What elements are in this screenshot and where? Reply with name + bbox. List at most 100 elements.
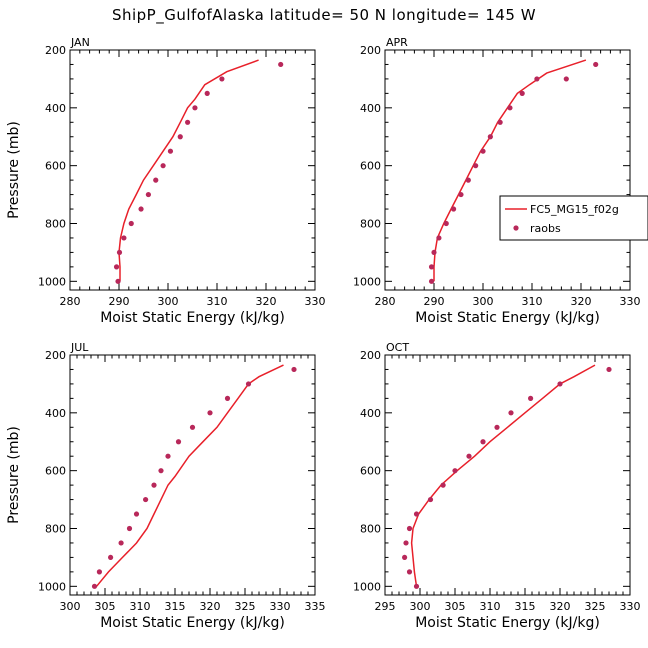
x-tick-label: 300 <box>410 600 431 613</box>
obs-point <box>487 134 493 140</box>
x-tick-label: 315 <box>515 600 536 613</box>
y-tick-label: 1000 <box>38 580 66 593</box>
x-tick-label: 335 <box>305 600 326 613</box>
obs-point <box>118 540 124 546</box>
x-tick-label: 325 <box>235 600 256 613</box>
y-tick-label: 600 <box>360 465 381 478</box>
obs-point <box>606 366 612 373</box>
y-tick-label: 600 <box>360 160 381 173</box>
obs-point <box>458 191 464 198</box>
obs-point <box>480 439 486 445</box>
obs-point <box>413 583 420 589</box>
panel-label: APR <box>386 36 408 49</box>
x-tick-label: 330 <box>270 600 291 613</box>
x-tick-label: 305 <box>95 600 116 613</box>
obs-point <box>108 554 114 561</box>
y-tick-label: 200 <box>45 349 66 362</box>
obs-point <box>189 424 196 430</box>
x-tick-label: 310 <box>207 295 228 308</box>
obs-point <box>465 177 471 183</box>
obs-point <box>451 206 457 212</box>
obs-point <box>593 61 599 68</box>
obs-point <box>278 61 284 68</box>
x-tick-label: 300 <box>158 295 179 308</box>
x-tick-label: 300 <box>473 295 494 308</box>
obs-point <box>452 468 458 474</box>
obs-point <box>175 439 182 445</box>
obs-point <box>133 511 140 517</box>
y-tick-label: 200 <box>360 44 381 57</box>
panel-label: OCT <box>386 341 409 354</box>
legend-model-label: FC5_MG15_f02g <box>530 203 619 216</box>
obs-point <box>473 163 479 169</box>
x-tick-label: 280 <box>375 295 396 308</box>
obs-point <box>557 381 563 387</box>
plot-frame <box>384 49 631 291</box>
obs-point <box>428 264 435 270</box>
obs-point <box>158 468 164 474</box>
obs-point <box>440 482 446 488</box>
model-line <box>118 59 259 282</box>
x-tick-label: 320 <box>200 600 221 613</box>
x-axis-label: Moist Static Energy (kJ/kg) <box>415 615 600 631</box>
model-line <box>410 364 596 587</box>
x-tick-label: 300 <box>60 600 81 613</box>
obs-point <box>167 148 174 154</box>
obs-point <box>436 235 442 241</box>
obs-point <box>406 525 413 532</box>
y-tick-label: 400 <box>45 407 66 420</box>
y-tick-label: 800 <box>45 522 66 535</box>
obs-point <box>245 381 252 387</box>
y-tick-label: 800 <box>45 217 66 230</box>
y-tick-label: 1000 <box>38 275 66 288</box>
x-tick-label: 290 <box>424 295 445 308</box>
obs-point <box>116 249 123 256</box>
obs-point <box>519 90 525 96</box>
obs-point <box>534 76 540 82</box>
plot-frame <box>384 354 631 596</box>
obs-point <box>128 220 134 227</box>
x-tick-label: 290 <box>109 295 130 308</box>
x-tick-label: 320 <box>571 295 592 308</box>
x-tick-label: 320 <box>256 295 277 308</box>
x-tick-label: 310 <box>130 600 151 613</box>
obs-point <box>160 163 166 169</box>
x-tick-label: 315 <box>165 600 186 613</box>
model-line <box>96 364 284 587</box>
obs-point <box>563 76 569 82</box>
obs-point <box>427 496 434 503</box>
obs-point <box>219 76 225 82</box>
x-axis-label: Moist Static Energy (kJ/kg) <box>100 310 285 326</box>
obs-point <box>403 540 409 546</box>
obs-point <box>443 220 449 227</box>
y-tick-label: 400 <box>360 407 381 420</box>
obs-point <box>291 366 297 373</box>
panel-label: JAN <box>70 36 90 49</box>
legend-box <box>499 195 648 241</box>
y-tick-label: 600 <box>45 160 66 173</box>
obs-point <box>528 395 534 401</box>
y-tick-label: 1000 <box>353 580 381 593</box>
obs-point <box>145 191 151 198</box>
x-tick-label: 320 <box>550 600 571 613</box>
obs-point <box>508 410 514 416</box>
obs-point <box>151 482 157 488</box>
panel-oct: OCT 295 300 305 310 315 320 325 330 200 400 600 800 1… <box>353 341 641 631</box>
obs-point <box>115 278 121 284</box>
obs-point <box>121 235 127 241</box>
model-line <box>433 59 587 282</box>
obs-point <box>413 511 420 517</box>
obs-point <box>96 569 102 575</box>
x-tick-label: 330 <box>620 295 641 308</box>
legend-obs-label: raobs <box>530 222 561 235</box>
y-tick-label: 200 <box>360 349 381 362</box>
obs-point <box>507 105 513 111</box>
x-tick-label: 310 <box>522 295 543 308</box>
obs-point <box>431 249 437 256</box>
y-tick-label: 400 <box>360 102 381 115</box>
y-tick-label: 800 <box>360 217 381 230</box>
obs-point <box>497 119 503 125</box>
y-tick-label: 400 <box>45 102 66 115</box>
